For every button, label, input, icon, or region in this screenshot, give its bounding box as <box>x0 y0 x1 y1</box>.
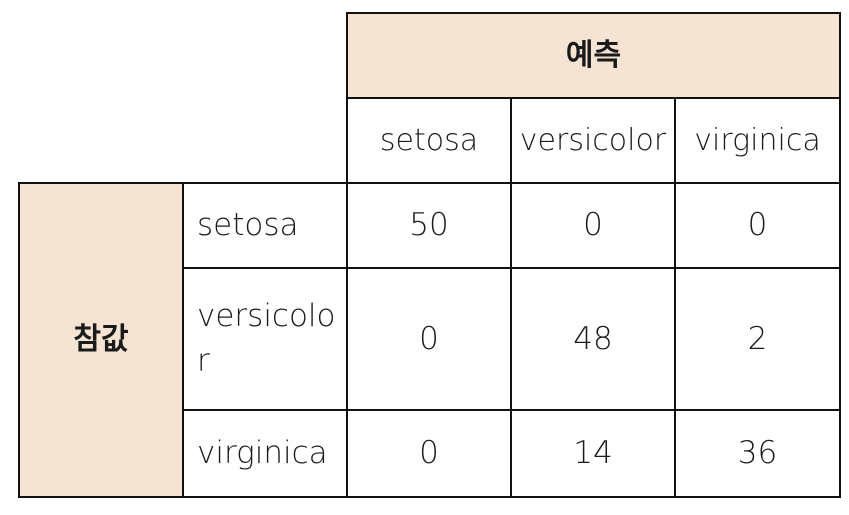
cell-setosa-virginica: 0 <box>673 182 842 269</box>
cell-virginica-versicolor: 14 <box>510 409 676 498</box>
corner-blank-cell <box>183 13 348 98</box>
column-labels-row: setosa versicolor virginica <box>19 97 842 184</box>
corner-blank-cell <box>19 98 183 184</box>
row-label-versicolor: versicolor <box>182 267 348 411</box>
cell-setosa-setosa: 50 <box>346 182 512 269</box>
table-row: 참값 setosa 50 0 0 <box>18 182 842 498</box>
corner-blank-cell <box>19 13 183 98</box>
column-label-virginica: virginica <box>673 97 842 184</box>
table-row: virginica 0 14 36 <box>19 409 842 498</box>
actual-header: 참값 <box>18 182 184 498</box>
cell-versicolor-virginica: 2 <box>673 267 842 411</box>
cell-virginica-setosa: 0 <box>346 409 512 498</box>
predicted-header-row: 예측 <box>19 12 842 99</box>
row-label-setosa: setosa <box>182 182 348 269</box>
cell-setosa-versicolor: 0 <box>510 182 676 269</box>
cell-versicolor-setosa: 0 <box>346 267 512 411</box>
column-label-versicolor: versicolor <box>510 97 676 184</box>
cell-versicolor-versicolor: 48 <box>510 267 676 411</box>
corner-blank-cell <box>183 98 348 184</box>
row-label-virginica: virginica <box>182 409 348 498</box>
table-row: versicolor 0 48 2 <box>19 267 842 411</box>
confusion-matrix-table: 예측 setosa versicolor virginica 참값 setosa… <box>18 12 842 498</box>
cell-virginica-virginica: 36 <box>673 409 842 498</box>
predicted-header: 예측 <box>345 12 842 99</box>
column-label-setosa: setosa <box>346 97 512 184</box>
